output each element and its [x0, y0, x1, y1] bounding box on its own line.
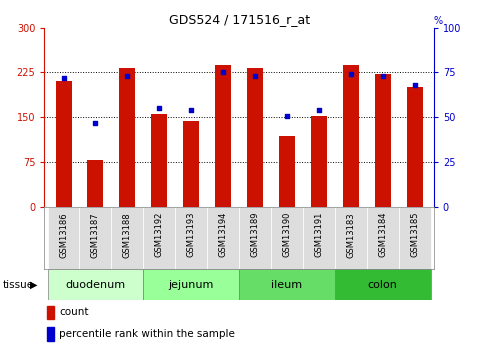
- Bar: [111, 207, 143, 269]
- Bar: [47, 269, 143, 300]
- Text: jejunum: jejunum: [169, 280, 214, 289]
- Text: percentile rank within the sample: percentile rank within the sample: [59, 329, 235, 339]
- Point: [123, 73, 131, 79]
- Bar: [279, 136, 295, 207]
- Bar: [343, 65, 359, 207]
- Text: GSM13191: GSM13191: [315, 212, 323, 257]
- Bar: [271, 207, 303, 269]
- Text: GSM13183: GSM13183: [347, 212, 355, 258]
- Bar: [207, 207, 239, 269]
- Bar: [175, 207, 207, 269]
- Bar: [239, 269, 335, 300]
- Point: [283, 113, 291, 118]
- Point: [60, 75, 68, 81]
- Bar: [247, 68, 263, 207]
- Bar: [47, 306, 54, 319]
- Bar: [143, 207, 175, 269]
- Bar: [239, 207, 271, 269]
- Bar: [47, 207, 79, 269]
- Text: GSM13184: GSM13184: [378, 212, 387, 257]
- Point: [315, 107, 323, 113]
- Bar: [79, 207, 111, 269]
- Text: duodenum: duodenum: [66, 280, 126, 289]
- Bar: [151, 114, 167, 207]
- Text: GSM13188: GSM13188: [123, 212, 132, 258]
- Text: %: %: [434, 16, 443, 26]
- Text: GSM13189: GSM13189: [250, 212, 260, 257]
- Text: GSM13193: GSM13193: [187, 212, 196, 257]
- Bar: [119, 68, 136, 207]
- Bar: [399, 207, 431, 269]
- Text: GSM13186: GSM13186: [59, 212, 68, 258]
- Point: [379, 73, 387, 79]
- Text: tissue: tissue: [2, 280, 34, 289]
- Text: GSM13194: GSM13194: [218, 212, 228, 257]
- Point: [155, 106, 163, 111]
- Text: GSM13185: GSM13185: [410, 212, 419, 257]
- Bar: [56, 81, 71, 207]
- Text: GSM13187: GSM13187: [91, 212, 100, 258]
- Bar: [183, 121, 199, 207]
- Point: [411, 82, 419, 88]
- Point: [251, 73, 259, 79]
- Bar: [87, 160, 104, 207]
- Title: GDS524 / 171516_r_at: GDS524 / 171516_r_at: [169, 13, 310, 27]
- Bar: [143, 269, 239, 300]
- Bar: [335, 207, 367, 269]
- Point: [347, 71, 355, 77]
- Text: GSM13190: GSM13190: [282, 212, 291, 257]
- Bar: [311, 116, 327, 207]
- Text: count: count: [59, 307, 89, 317]
- Point: [187, 107, 195, 113]
- Bar: [375, 74, 391, 207]
- Bar: [335, 269, 431, 300]
- Bar: [303, 207, 335, 269]
- Text: GSM13192: GSM13192: [155, 212, 164, 257]
- Bar: [407, 87, 423, 207]
- Text: ▶: ▶: [30, 280, 37, 289]
- Bar: [47, 327, 54, 341]
- Text: colon: colon: [368, 280, 398, 289]
- Point: [92, 120, 100, 126]
- Point: [219, 70, 227, 75]
- Text: ileum: ileum: [272, 280, 303, 289]
- Bar: [367, 207, 399, 269]
- Bar: [215, 65, 231, 207]
